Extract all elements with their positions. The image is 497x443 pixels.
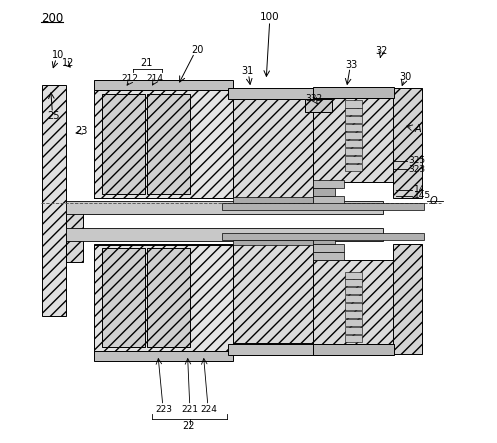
Bar xyxy=(345,303,361,310)
Text: O: O xyxy=(429,196,437,206)
Bar xyxy=(94,80,233,90)
Text: 32: 32 xyxy=(376,47,388,56)
Bar xyxy=(345,140,361,147)
Text: 223: 223 xyxy=(155,405,172,414)
Bar xyxy=(345,279,361,286)
Text: 323: 323 xyxy=(409,165,425,174)
Text: 21: 21 xyxy=(141,58,153,68)
Bar xyxy=(393,88,422,198)
Text: 10: 10 xyxy=(52,51,64,60)
Text: 212: 212 xyxy=(122,74,139,83)
Bar xyxy=(233,99,313,198)
Bar xyxy=(313,237,335,245)
Bar xyxy=(313,196,344,204)
Bar xyxy=(345,334,361,342)
Bar xyxy=(147,94,190,194)
Text: 221: 221 xyxy=(182,405,199,414)
Bar xyxy=(345,326,361,334)
Bar xyxy=(345,101,361,108)
Bar xyxy=(222,233,424,240)
Text: A: A xyxy=(414,124,421,134)
Bar xyxy=(233,244,313,343)
Text: 23: 23 xyxy=(76,126,88,136)
Bar xyxy=(345,148,361,155)
Bar xyxy=(313,245,344,253)
Bar xyxy=(228,344,318,355)
Bar xyxy=(313,188,335,196)
Bar xyxy=(233,240,313,245)
Bar xyxy=(66,228,383,241)
Text: 22: 22 xyxy=(182,420,195,431)
Text: 30: 30 xyxy=(399,72,412,82)
Bar xyxy=(305,99,332,112)
Bar xyxy=(345,132,361,139)
Text: 31: 31 xyxy=(242,66,254,76)
Bar xyxy=(345,311,361,318)
Bar xyxy=(66,201,383,214)
Bar xyxy=(147,248,190,347)
Bar xyxy=(313,87,394,98)
Text: 100: 100 xyxy=(260,12,279,23)
Bar xyxy=(313,344,394,355)
Bar xyxy=(345,155,361,163)
Text: 12: 12 xyxy=(62,58,75,68)
Bar xyxy=(313,98,399,182)
Text: 33: 33 xyxy=(345,60,357,70)
Bar xyxy=(94,244,233,352)
Bar xyxy=(313,260,399,344)
Text: 214: 214 xyxy=(147,74,164,83)
Bar xyxy=(393,244,422,354)
Text: 20: 20 xyxy=(191,45,204,55)
Bar xyxy=(345,287,361,294)
Bar xyxy=(345,319,361,326)
Bar xyxy=(345,108,361,115)
Bar xyxy=(66,211,83,262)
Bar xyxy=(313,253,344,260)
Bar xyxy=(345,116,361,123)
Bar xyxy=(228,88,318,99)
Text: 224: 224 xyxy=(200,405,217,414)
Text: 200: 200 xyxy=(41,12,63,25)
Text: 332: 332 xyxy=(305,94,323,103)
Bar xyxy=(42,85,66,316)
Bar xyxy=(94,351,233,361)
Bar xyxy=(222,202,424,210)
Bar xyxy=(102,248,145,347)
Text: 14: 14 xyxy=(414,185,425,194)
Bar xyxy=(102,94,145,194)
Text: 25: 25 xyxy=(47,111,60,121)
Bar xyxy=(345,163,361,171)
Bar xyxy=(94,90,233,198)
Bar xyxy=(233,197,313,202)
Bar xyxy=(345,272,361,279)
Bar xyxy=(345,295,361,302)
Text: 145: 145 xyxy=(414,191,431,200)
Bar xyxy=(313,180,344,188)
Bar xyxy=(345,124,361,131)
Text: 325: 325 xyxy=(409,156,425,165)
